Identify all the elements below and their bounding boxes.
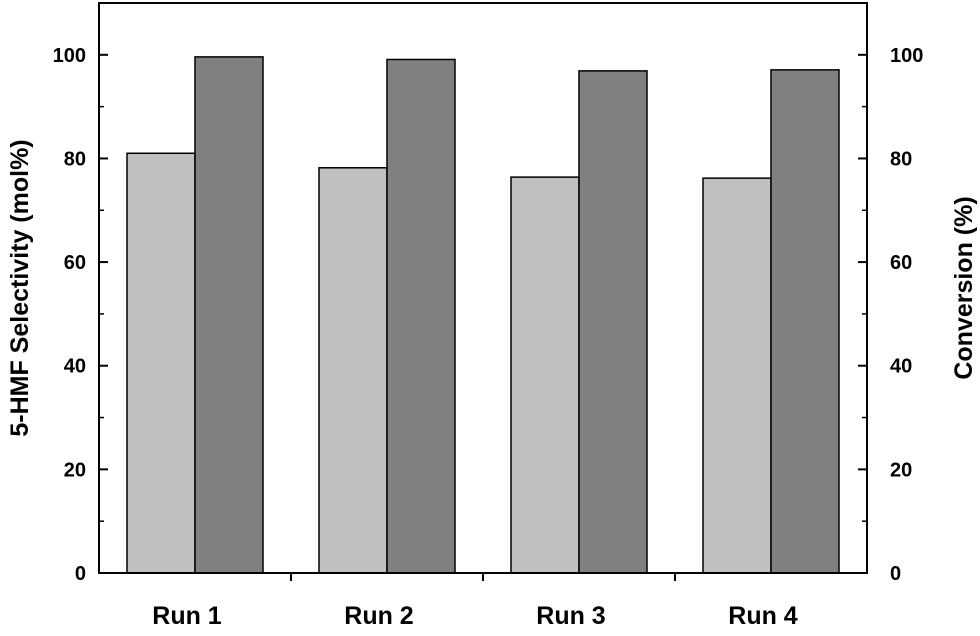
category-label: Run 1 (152, 602, 222, 630)
bar-conversion-3 (578, 70, 648, 574)
left-y-axis: 0 20 40 60 80 100 (53, 45, 108, 585)
x-axis: Run 1 Run 2 Run 3 Run 4 (152, 573, 798, 630)
category-label: Run 4 (728, 602, 798, 630)
left-tick-label: 60 (64, 252, 86, 274)
left-tick-label: 40 (64, 356, 86, 378)
bar-selectivity-3 (510, 176, 580, 574)
right-tick-label: 80 (890, 148, 912, 170)
left-tick-label: 80 (64, 148, 86, 170)
category-label: Run 2 (344, 602, 413, 630)
left-tick-label: 20 (64, 459, 86, 481)
right-tick-label: 20 (890, 459, 912, 481)
right-tick-label: 60 (890, 252, 912, 274)
bar-conversion-4 (770, 69, 840, 574)
right-tick-label: 100 (890, 45, 923, 67)
right-axis-title: Conversion (%) (950, 196, 978, 379)
bar-selectivity-1 (126, 152, 196, 574)
bar-conversion-1 (194, 56, 264, 574)
left-tick-label: 100 (53, 45, 86, 67)
right-tick-label: 40 (890, 356, 912, 378)
bar-selectivity-4 (702, 177, 772, 574)
left-tick-label: 0 (75, 563, 86, 585)
left-axis-title: 5-HMF Selectivity (mol%) (6, 139, 34, 436)
right-y-axis: 0 20 40 60 80 100 (858, 45, 923, 585)
right-tick-label: 0 (890, 563, 901, 585)
bars-group (126, 56, 840, 574)
category-label: Run 3 (536, 602, 605, 630)
bar-conversion-2 (386, 58, 456, 574)
bar-selectivity-2 (318, 167, 388, 574)
